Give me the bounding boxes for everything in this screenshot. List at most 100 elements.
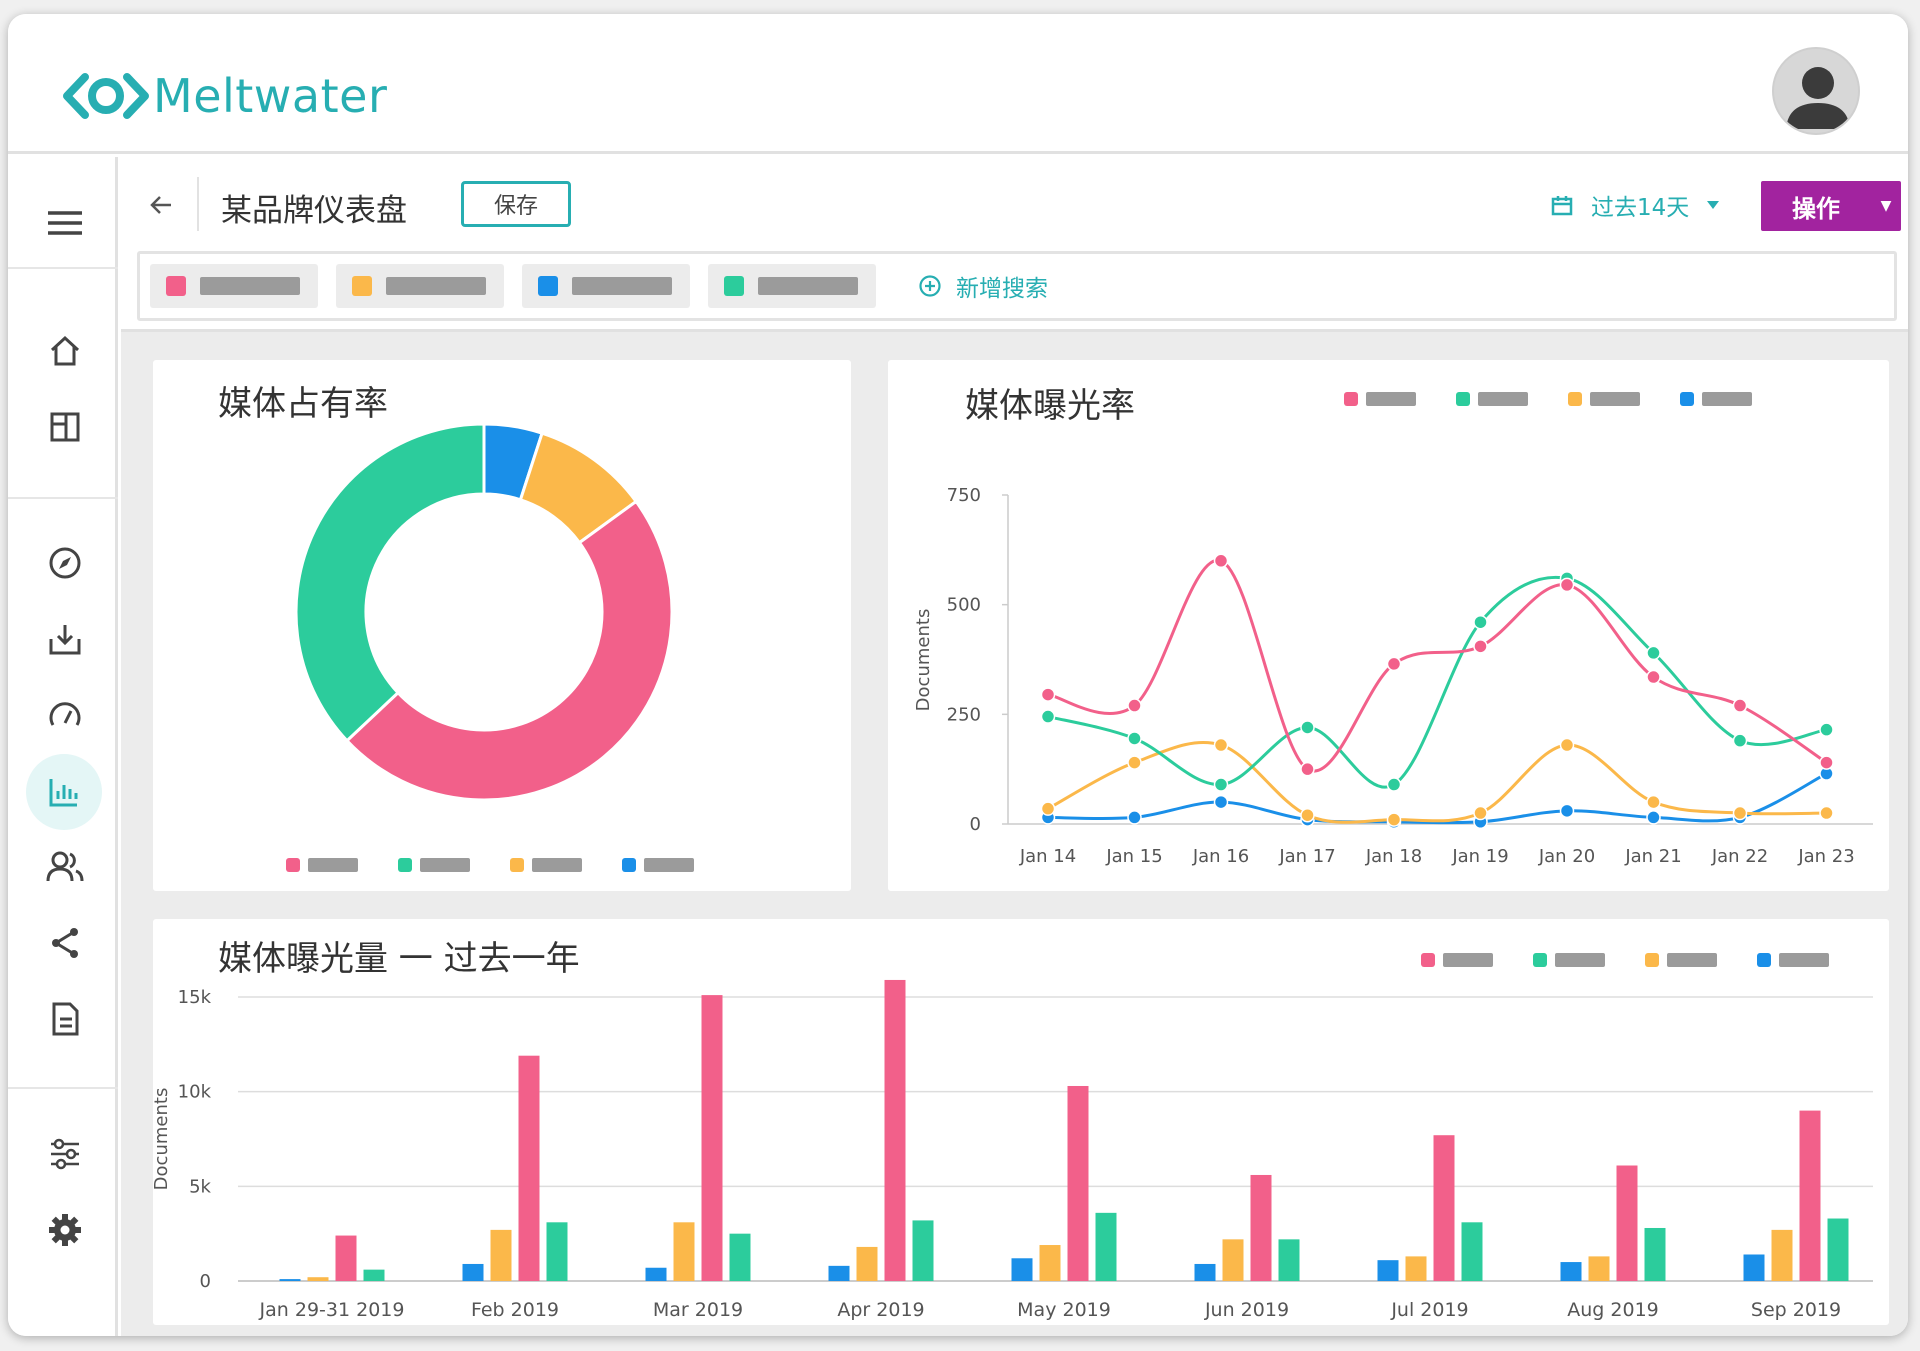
add-search-button[interactable]: 新增搜索 (918, 268, 1048, 304)
line-point-green (1300, 720, 1315, 735)
caret-down-icon (1707, 201, 1720, 209)
bar-x-tick-label: Aug 2019 (1567, 1299, 1659, 1321)
add-search-label: 新增搜索 (956, 276, 1048, 302)
line-point-green (1386, 777, 1402, 792)
bar-y-tick-label: 5k (189, 1176, 211, 1197)
inbox-download-icon (49, 625, 81, 655)
line-y-tick-label: 500 (947, 595, 981, 616)
line-point-orange (1386, 812, 1402, 827)
line-point-pink (1386, 656, 1402, 672)
line-point-orange (1819, 805, 1834, 821)
sidebar-item-filters[interactable] (28, 1124, 102, 1184)
bar-green (1278, 1239, 1300, 1281)
bar-orange (1222, 1239, 1244, 1281)
line-point-green (1040, 709, 1056, 724)
bar-x-tick-label: Jul 2019 (1390, 1299, 1468, 1321)
bar-green (546, 1222, 568, 1281)
bar-orange (673, 1222, 695, 1281)
bar-green (1461, 1222, 1483, 1281)
search-chip[interactable] (150, 264, 318, 308)
donut-legend-label-pink (308, 858, 358, 872)
donut-legend-swatch-blue (622, 858, 636, 872)
people-icon (46, 851, 84, 882)
main-content: 某品牌仪表盘 保存 过去14天 操作 ▼ (121, 157, 1908, 1336)
toolbar-divider (197, 177, 199, 231)
plus-circle-icon (919, 275, 941, 297)
line-x-tick-label: Jan 18 (1365, 846, 1422, 867)
sliders-icon (51, 1138, 79, 1170)
compass-icon (49, 547, 81, 579)
bar-x-tick-label: May 2019 (1017, 1299, 1111, 1321)
bar-x-tick-label: Sep 2019 (1751, 1299, 1841, 1321)
back-button[interactable] (143, 187, 179, 223)
bar-blue (279, 1279, 301, 1281)
line-point-blue (1213, 794, 1229, 810)
bar-orange (1039, 1245, 1061, 1281)
sidebar-item-reports[interactable] (28, 989, 102, 1049)
bar-pink (1250, 1174, 1272, 1281)
line-x-tick-label: Jan 22 (1711, 846, 1768, 867)
line-x-tick-label: Jan 14 (1019, 846, 1076, 867)
donut-legend-swatch-orange (510, 858, 524, 872)
line-point-blue (1127, 810, 1142, 825)
line-point-pink (1646, 669, 1661, 685)
sidebar-item-analytics[interactable] (26, 754, 102, 830)
sidebar-item-settings[interactable] (28, 1200, 102, 1260)
arrow-left-icon (150, 196, 171, 214)
line-y-tick-label: 0 (970, 814, 981, 835)
line-legend-swatch-pink (1344, 392, 1358, 406)
line-point-pink (1473, 639, 1488, 654)
chip-label-redacted (386, 277, 486, 295)
bar-blue (1377, 1260, 1399, 1281)
sidebar-item-menu[interactable] (28, 193, 102, 253)
bar-blue (645, 1267, 667, 1281)
donut-slice-green (294, 422, 486, 743)
sidebar-item-share[interactable] (28, 913, 102, 973)
meltwater-logo[interactable]: Meltwater (63, 66, 387, 126)
line-x-tick-label: Jan 19 (1451, 846, 1508, 867)
search-chip[interactable] (522, 264, 690, 308)
search-chip[interactable] (336, 264, 504, 308)
home-icon (50, 335, 80, 366)
gauge-icon (49, 702, 81, 726)
bar-blue (462, 1263, 484, 1281)
bar-blue (828, 1265, 850, 1281)
bar-y-tick-label: 0 (200, 1271, 211, 1292)
sidebar-item-explore[interactable] (28, 533, 102, 593)
action-button[interactable]: 操作 ▼ (1761, 181, 1901, 231)
bar-orange (856, 1246, 878, 1281)
bar-pink (518, 1055, 540, 1281)
layout-icon (50, 412, 80, 442)
bar-green (1827, 1218, 1849, 1281)
donut-legend-label-green (420, 858, 470, 872)
line-x-tick-label: Jan 23 (1797, 846, 1854, 867)
line-point-blue (1646, 810, 1661, 825)
page-title: 某品牌仪表盘 (221, 193, 407, 229)
save-button[interactable]: 保存 (461, 181, 571, 227)
sidebar-item-dashboards[interactable] (28, 397, 102, 457)
sidebar-item-home[interactable] (28, 321, 102, 381)
date-range-picker[interactable]: 过去14天 (1551, 187, 1720, 223)
bar-x-tick-label: Mar 2019 (653, 1299, 743, 1321)
line-point-orange (1732, 805, 1748, 821)
line-series-orange (1047, 740, 1827, 824)
line-y-tick-label: 250 (947, 704, 981, 725)
line-point-orange (1559, 737, 1575, 753)
document-icon (52, 1002, 79, 1036)
line-point-green (1646, 645, 1661, 661)
sidebar-item-influencers[interactable] (28, 837, 102, 897)
bar-legend-label-green (1555, 953, 1605, 967)
line-series-green (1047, 575, 1827, 789)
chip-color-swatch (352, 276, 372, 296)
donut-chart (286, 422, 694, 872)
sidebar-item-monitor[interactable] (28, 685, 102, 745)
sidebar-item-inbox[interactable] (28, 609, 102, 669)
line-point-green (1213, 777, 1229, 792)
caret-down-icon[interactable]: ▼ (1880, 198, 1892, 214)
user-avatar[interactable] (1772, 47, 1860, 135)
line-chart: 0 250 500 750 Jan 14 Jan 15 Jan 16 Jan 17 Jan 18… (913, 392, 1873, 867)
action-button-label: 操作 (1792, 194, 1840, 223)
bar-legend-swatch-pink (1421, 953, 1435, 967)
search-chip[interactable] (708, 264, 876, 308)
chip-color-swatch (724, 276, 744, 296)
